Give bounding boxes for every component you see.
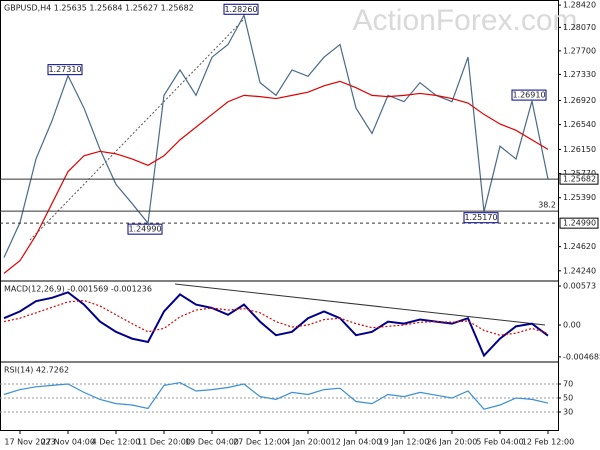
level-label: 1.24990 [563, 219, 596, 228]
y-tick-label: 1.26540 [563, 120, 596, 129]
y-tick-label: 1.26150 [563, 145, 596, 154]
series-line [3, 291, 549, 358]
x-tick-label: 19 Dec 04:00 [185, 438, 239, 447]
series-line [3, 299, 549, 336]
x-tick-label: 26 Jan 20:00 [427, 438, 478, 447]
panel-title: RSI(14) 42.7262 [4, 366, 69, 375]
level-label-box [559, 173, 599, 185]
price-annotation: 1.27310 [48, 65, 81, 74]
x-tick-label: 11 Dec 20:00 [137, 438, 191, 447]
price-annotation: 1.28260 [224, 5, 257, 14]
trend-line [29, 17, 246, 241]
x-tick-label: 19 Jan 12:00 [379, 438, 430, 447]
x-tick-label: 5 Feb 04:00 [476, 438, 523, 447]
y-tick-label: 1.28070 [563, 23, 596, 32]
y-tick-label: 0.00573 [563, 282, 596, 291]
watermark: ActionForex.com [352, 4, 577, 37]
panel-title: MACD(12,26,9) -0.001569 -0.001236 [4, 285, 152, 294]
y-tick-label: 1.28420 [563, 1, 596, 10]
y-tick-label: 0.00 [563, 321, 581, 330]
y-tick-label: 1.24620 [563, 242, 596, 251]
x-tick-label: 12 Jan 04:00 [331, 438, 382, 447]
level-label-box [559, 217, 599, 229]
price-annotation: 1.25170 [464, 213, 497, 222]
x-tick-label: 27 Nov 04:00 [41, 438, 95, 447]
panel-title: GBPUSD,H4 1.25635 1.25684 1.25627 1.2568… [4, 4, 194, 13]
series-line [3, 381, 549, 410]
series-line [3, 13, 549, 258]
y-tick-label: 1.27700 [563, 46, 596, 55]
macd-trend-line [174, 283, 546, 326]
series-line [3, 80, 549, 274]
y-tick-label: 30 [563, 408, 573, 417]
frame [0, 0, 559, 431]
x-tick-label: 17 Nov 2023 [4, 438, 55, 447]
y-tick-label: 1.25770 [563, 169, 596, 178]
x-tick-label: 27 Dec 12:00 [233, 438, 287, 447]
price-annotation: 1.26910 [512, 91, 545, 100]
price-annotation-box [127, 223, 163, 235]
price-annotation-box [511, 89, 547, 101]
y-tick-label: 1.24240 [563, 266, 596, 275]
price-annotation-box [223, 3, 259, 15]
fib-label: 38.2 [538, 201, 556, 210]
y-tick-label: 70 [563, 379, 573, 388]
y-tick-label: 1.27330 [563, 70, 596, 79]
x-tick-label: 4 Dec 12:00 [92, 438, 141, 447]
y-tick-label: 50 [563, 393, 573, 402]
level-label: 1.25682 [563, 175, 596, 184]
y-tick-label: -0.004685 [563, 352, 600, 361]
price-annotation: 1.24990 [128, 225, 161, 234]
y-tick-label: 1.25390 [563, 193, 596, 202]
x-tick-label: 12 Feb 12:00 [522, 438, 574, 447]
price-annotation-box [47, 64, 83, 76]
price-annotation-box [463, 212, 499, 224]
y-tick-label: 1.26920 [563, 96, 596, 105]
x-tick-label: 4 Jan 20:00 [285, 438, 331, 447]
